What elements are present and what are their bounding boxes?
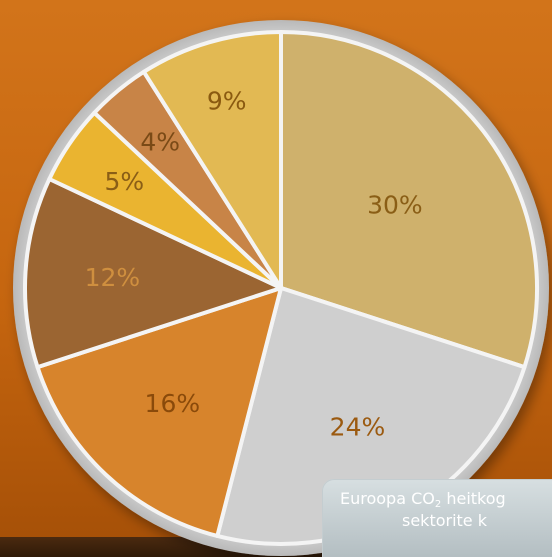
pie-slice-label-5: 4%: [140, 128, 180, 157]
caption-text-part2: heitkog: [441, 489, 506, 508]
caption-line-2: sektorite k: [402, 511, 487, 530]
pie-slice-6: [141, 30, 283, 290]
pie-slice-2: [35, 286, 283, 538]
caption-line-1: Euroopa CO2 heitkog: [340, 489, 552, 515]
caption-subscript: 2: [434, 499, 442, 510]
pie-slice-label-6: 9%: [207, 87, 247, 116]
pie-slice-label-2: 16%: [145, 389, 201, 418]
pie-slice-label-3: 12%: [85, 263, 141, 292]
pie-slice-label-0: 30%: [367, 191, 423, 220]
pie-slice-label-4: 5%: [104, 167, 144, 196]
pie-slice-3: [23, 177, 283, 370]
pie-slice-label-1: 24%: [330, 413, 386, 442]
pie-slice-0: [279, 30, 539, 370]
caption-text-part1: Euroopa CO: [340, 489, 435, 508]
caption-box: Euroopa CO2 heitkog sektorite k: [322, 479, 552, 557]
